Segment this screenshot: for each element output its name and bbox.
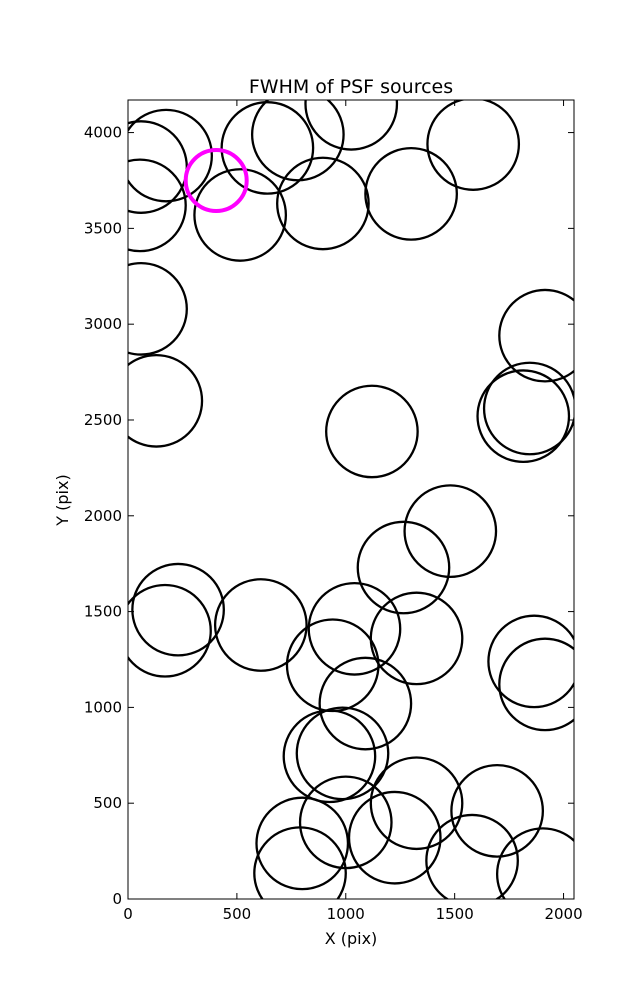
y-axis: 0 500 1000 1500 2000 2500 3000 3500 4000 [84, 124, 574, 908]
psf-source-marker [213, 578, 308, 672]
psf-source-marker [425, 813, 519, 899]
psf-source-marker [487, 614, 574, 709]
psf-source-marker [276, 156, 370, 251]
x-tick-label: 0 [123, 905, 133, 923]
y-tick-label: 1500 [84, 603, 122, 621]
y-tick-label: 500 [93, 794, 122, 812]
psf-source-marker [369, 591, 464, 686]
psf-source-marker [369, 756, 464, 851]
psf-source-marker [482, 361, 574, 456]
x-axis-title: X (pix) [325, 929, 378, 948]
psf-source-marker [295, 706, 390, 801]
psf-source-marker [495, 827, 574, 899]
psf-source-marker [250, 100, 345, 182]
x-tick-label: 2000 [544, 905, 582, 923]
psf-source-marker [356, 520, 451, 615]
psf-source-marker [403, 484, 498, 578]
x-tick-label: 1000 [327, 905, 365, 923]
marker-layer [128, 100, 574, 899]
psf-source-marker [220, 101, 315, 195]
psf-source-marker [128, 261, 188, 356]
psf-source-marker [476, 369, 571, 464]
psf-source-marker [128, 108, 213, 203]
psf-source-marker [498, 288, 574, 383]
psf-source-marker [318, 656, 413, 751]
plot-frame [127, 99, 575, 900]
y-tick-label: 3500 [84, 219, 122, 237]
y-tick-label: 0 [112, 890, 122, 908]
psf-source-marker [253, 826, 347, 899]
highlighted-source-marker [183, 147, 249, 213]
psf-source-marker [128, 158, 187, 253]
psf-source-marker [498, 637, 574, 732]
chart-title: FWHM of PSF sources [249, 76, 453, 98]
psf-source-marker [304, 100, 399, 151]
y-axis-title: Y (pix) [53, 474, 72, 526]
psf-source-marker [307, 581, 402, 676]
x-tick-label: 500 [223, 905, 252, 923]
psf-source-marker [347, 790, 442, 885]
psf-source-marker [450, 763, 545, 858]
psf-source-marker [255, 796, 350, 891]
y-tick-label: 3000 [84, 315, 122, 333]
y-tick-label: 1000 [84, 698, 122, 716]
psf-source-marker [128, 583, 212, 678]
y-tick-label: 2500 [84, 411, 122, 429]
psf-source-marker [285, 618, 380, 713]
x-axis: 0 500 1000 1500 2000 [123, 100, 583, 923]
x-tick-label: 1500 [436, 905, 474, 923]
psf-source-marker [364, 147, 458, 241]
psf-source-marker [128, 353, 204, 448]
psf-source-marker [131, 562, 225, 657]
psf-source-marker [426, 100, 521, 191]
psf-source-marker [193, 168, 288, 262]
y-tick-label: 4000 [84, 124, 122, 142]
psf-source-marker [325, 384, 419, 479]
y-tick-label: 2000 [84, 507, 122, 525]
